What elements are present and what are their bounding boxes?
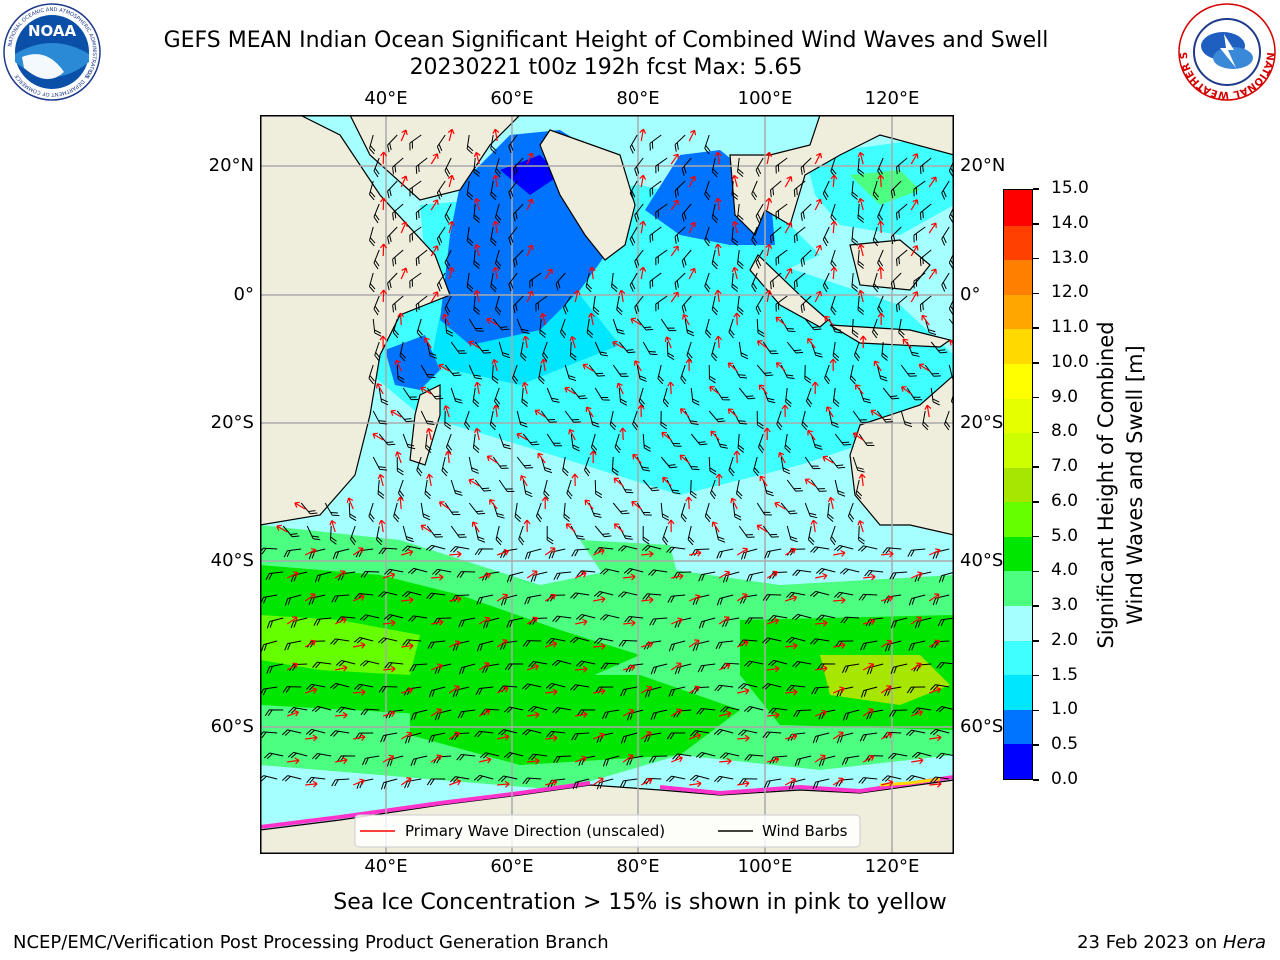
colorbar-tick-mark (1033, 327, 1039, 329)
colorbar-tick-label: 1.5 (1051, 664, 1079, 685)
lon-tick-bottom-40e: 40°E (364, 856, 408, 877)
wave-direction-arrows-layer (276, 128, 954, 788)
colorbar-segment (1004, 640, 1032, 676)
lon-tick-top-40e: 40°E (364, 88, 408, 109)
lat-tick-right-20s: 20°S (960, 412, 1004, 433)
lon-tick-bottom-80e: 80°E (616, 856, 660, 877)
colorbar-segment (1004, 605, 1032, 641)
colorbar-tick-label: 0.0 (1051, 769, 1079, 789)
colorbar-tick-mark (1033, 605, 1039, 607)
colorbar-tick-label: 12.0 (1051, 282, 1089, 303)
colorbar-label: Significant Height of Combined Wind Wave… (1092, 185, 1162, 785)
colorbar-label-line1: Significant Height of Combined (1094, 321, 1118, 649)
lon-tick-top-80e: 80°E (616, 88, 660, 109)
chart-title: GEFS MEAN Indian Ocean Significant Heigh… (163, 28, 1049, 53)
colorbar-tick-label: 9.0 (1051, 386, 1079, 407)
colorbar-tick-label: 1.0 (1051, 699, 1079, 720)
colorbar-tick-label: 7.0 (1051, 456, 1079, 477)
colorbar-tick-label: 13.0 (1051, 247, 1089, 268)
map-frame (260, 115, 954, 854)
colorbar-segment (1004, 225, 1032, 261)
footer-date: 23 Feb 2023 on (1077, 932, 1223, 953)
colorbar-segment (1004, 328, 1032, 364)
colorbar-tick-label: 15.0 (1051, 178, 1089, 198)
lat-tick-left-40s: 40°S (210, 550, 254, 571)
colorbar-segment (1004, 674, 1032, 710)
colorbar-tick-mark (1033, 779, 1039, 781)
colorbar-tick-mark (1033, 362, 1039, 364)
lat-tick-right-40s: 40°S (960, 550, 1004, 571)
wind-barbs-layer (260, 134, 954, 790)
footer-host: Hera (1222, 932, 1266, 953)
legend-wave-label: Primary Wave Direction (unscaled) (405, 822, 666, 840)
colorbar-tick-mark (1033, 501, 1039, 503)
colorbar-tick-mark (1033, 674, 1039, 677)
colorbar-segment (1004, 190, 1032, 226)
colorbar-segment (1004, 709, 1032, 745)
colorbar-segment (1004, 363, 1032, 399)
colorbar-tick-mark (1033, 396, 1039, 399)
lat-tick-right-60s: 60°S (960, 716, 1004, 737)
colorbar-tick-label: 14.0 (1051, 212, 1089, 233)
colorbar-tick-mark (1033, 744, 1039, 746)
map-panel (260, 115, 954, 854)
map-legend (354, 814, 861, 848)
legend-wind-label: Wind Barbs (762, 822, 848, 840)
colorbar-tick-mark (1033, 292, 1039, 295)
lat-tick-left-20n: 20°N (208, 155, 254, 176)
lat-tick-right-20n: 20°N (960, 155, 1006, 176)
colorbar-tick-mark (1033, 223, 1039, 225)
noaa-logo-text: NOAA (28, 22, 77, 40)
noaa-logo: NOAA NATIONAL OCEANIC AND ATMOSPHERIC AD… (3, 3, 101, 101)
colorbar-tick-mark (1033, 535, 1039, 538)
colorbar-tick-label: 5.0 (1051, 525, 1079, 546)
colorbar-tick-label: 0.5 (1051, 734, 1079, 755)
lon-tick-top-60e: 60°E (490, 88, 534, 109)
colorbar-tick-label: 11.0 (1051, 317, 1089, 338)
colorbar-segment (1004, 259, 1032, 295)
colorbar-tick-label: 8.0 (1051, 421, 1079, 442)
lat-tick-right-0: 0° (960, 284, 981, 305)
colorbar-segment (1004, 467, 1032, 503)
colorbar-segment (1004, 397, 1032, 434)
colorbar-segment (1004, 294, 1032, 330)
colorbar-segment (1004, 536, 1032, 572)
colorbar-tick-mark (1033, 709, 1039, 712)
lat-tick-left-60s: 60°S (210, 716, 254, 737)
colorbar-segment (1004, 743, 1032, 779)
map-gridlines (260, 115, 954, 854)
nws-logo: NATIONAL WEATHER SERVICE (1176, 2, 1276, 101)
colorbar-tick-mark (1033, 570, 1039, 573)
colorbar-tick-mark (1033, 431, 1039, 434)
chart-subtitle: 20230221 t00z 192h fcst Max: 5.65 (409, 55, 803, 80)
colorbar-tick-label: 4.0 (1051, 560, 1079, 581)
lon-tick-bottom-100e: 100°E (737, 856, 793, 877)
lon-tick-bottom-60e: 60°E (490, 856, 534, 877)
colorbar-tick-label: 2.0 (1051, 629, 1079, 650)
colorbar-tick-mark (1033, 257, 1039, 260)
sea-ice-note: Sea Ice Concentration > 15% is shown in … (333, 890, 947, 915)
colorbar-segment (1004, 501, 1032, 537)
colorbar-segment (1004, 570, 1032, 607)
colorbar-tick-label: 10.0 (1051, 351, 1089, 372)
colorbar-label-line2: Wind Waves and Swell [m] (1123, 345, 1147, 625)
colorbar-tick-label: 3.0 (1051, 595, 1079, 616)
footer-left: NCEP/EMC/Verification Post Processing Pr… (13, 932, 609, 953)
lon-tick-bottom-120e: 120°E (864, 856, 920, 877)
lat-tick-left-20s: 20°S (210, 412, 254, 433)
lat-tick-left-0: 0° (233, 284, 254, 305)
colorbar-tick-mark (1033, 640, 1039, 642)
lon-tick-top-100e: 100°E (737, 88, 793, 109)
colorbar-ticks: 0.0 0.5 1.0 1.5 2.0 3.0 4.0 5.0 6.0 7.0 8.0 9.0 10.0… (1033, 178, 1113, 789)
colorbar-segment (1004, 432, 1032, 468)
colorbar (1003, 189, 1033, 780)
footer-right: 23 Feb 2023 on Hera (1077, 932, 1266, 953)
colorbar-tick-mark (1033, 466, 1039, 468)
lon-tick-top-120e: 120°E (864, 88, 920, 109)
colorbar-tick-mark (1033, 188, 1039, 190)
colorbar-tick-label: 6.0 (1051, 490, 1079, 511)
